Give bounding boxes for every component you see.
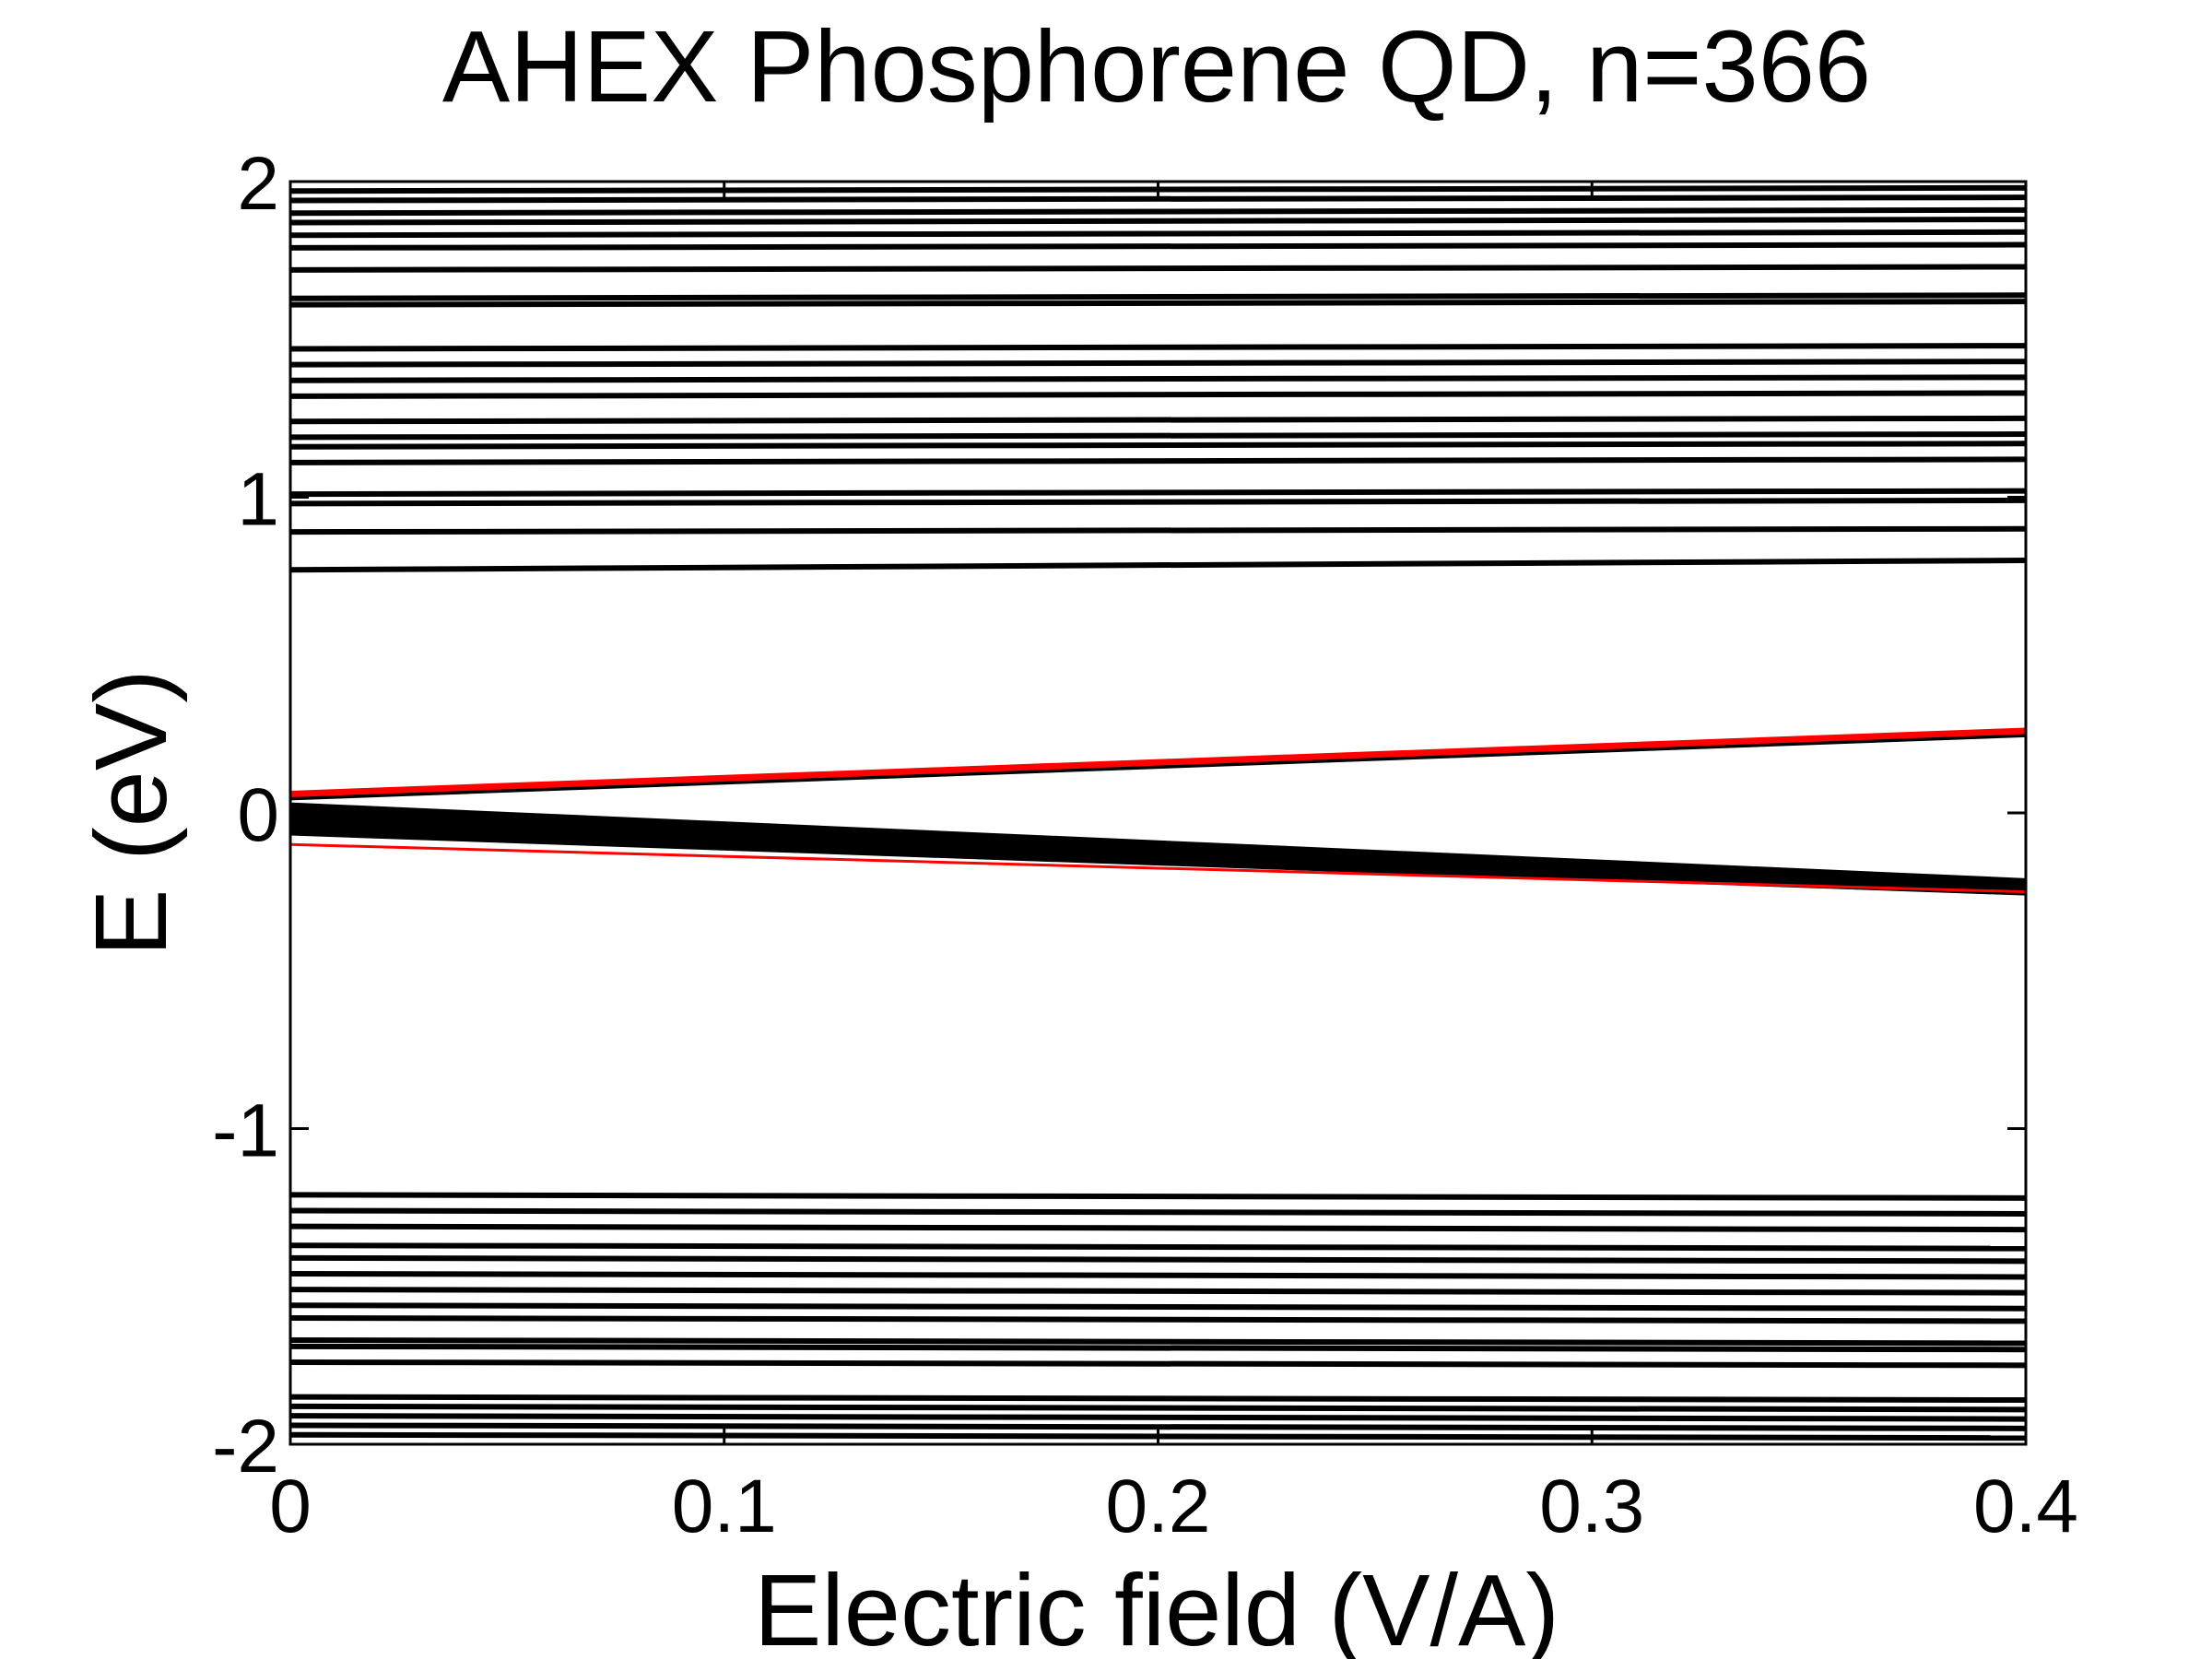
plot-background [290, 182, 2026, 1444]
energy-level-upper-20 [290, 525, 2026, 535]
energy-level-upper-21 [290, 558, 2026, 573]
x-tick-label-3: 0.2 [1106, 1465, 1211, 1548]
energy-level-upper-6 [290, 241, 2026, 251]
energy-level-lower-15 [290, 1413, 2026, 1422]
axes [288, 180, 2028, 1446]
energy-level-lower-7 [290, 1287, 2026, 1296]
energy-level-upper-12 [290, 374, 2026, 383]
highlight-level-1 [290, 727, 2026, 797]
highlight-level-2 [290, 842, 2026, 894]
energy-level-upper-8 [290, 292, 2026, 301]
energy-level-lower-2 [290, 1207, 2026, 1217]
energy-level-lower-3 [290, 1223, 2026, 1233]
x-tick-label-4: 0.3 [1539, 1465, 1644, 1548]
energy-level-upper-15 [290, 431, 2026, 441]
y-tick-label-3: 0 [237, 773, 279, 857]
energy-level-lower-12 [290, 1359, 2026, 1369]
energy-level-lower-11 [290, 1343, 2026, 1353]
energy-level-upper-13 [290, 390, 2026, 399]
plot-area [290, 182, 2026, 1444]
chart-title: AHEX Phosphorene QD, n=366 [442, 10, 1871, 124]
x-tick-label-5: 0.4 [1973, 1465, 2078, 1548]
x-tick-label-2: 0.1 [672, 1465, 777, 1548]
energy-level-lower-4 [290, 1242, 2026, 1252]
y-tick-label-4: 1 [237, 458, 279, 542]
energy-level-upper-9 [290, 299, 2026, 308]
energy-level-upper-19 [290, 497, 2026, 507]
energy-level-lower-1 [290, 1192, 2026, 1201]
y-tick-label-1: -2 [212, 1405, 279, 1488]
energy-level-upper-18 [290, 488, 2026, 498]
x-tick-label-1: 0 [269, 1465, 312, 1548]
energy-level-upper-14 [290, 415, 2026, 425]
energy-level-lower-6 [290, 1271, 2026, 1280]
energy-level-lower-9 [290, 1315, 2026, 1324]
energy-level-lower-13 [290, 1394, 2026, 1404]
y-tick-label-2: -1 [212, 1089, 279, 1173]
energy-level-lower-5 [290, 1254, 2026, 1265]
energy-level-upper-4 [290, 217, 2026, 226]
energy-level-upper-17 [290, 456, 2026, 465]
y-axis-label: E (eV) [75, 669, 188, 957]
energy-level-upper-3 [290, 206, 2026, 217]
energy-level-upper-16 [290, 441, 2026, 450]
y-tick-label-5: 2 [237, 142, 279, 226]
energy-level-upper-5 [290, 229, 2026, 239]
x-axis-label: Electric field (V/A) [754, 1554, 1559, 1659]
energy-level-lower-14 [290, 1403, 2026, 1413]
energy-level-upper-10 [290, 343, 2026, 352]
gap-level-6 [290, 828, 2026, 896]
tick-labels: 0 0.1 0.2 0.3 0.4 -2 -1 0 1 2 [212, 142, 2078, 1548]
energy-level-upper-7 [290, 264, 2026, 273]
energy-level-lower-8 [290, 1302, 2026, 1312]
series-group [290, 184, 2026, 1441]
energy-level-upper-11 [290, 359, 2026, 368]
energy-level-lower-10 [290, 1336, 2026, 1347]
